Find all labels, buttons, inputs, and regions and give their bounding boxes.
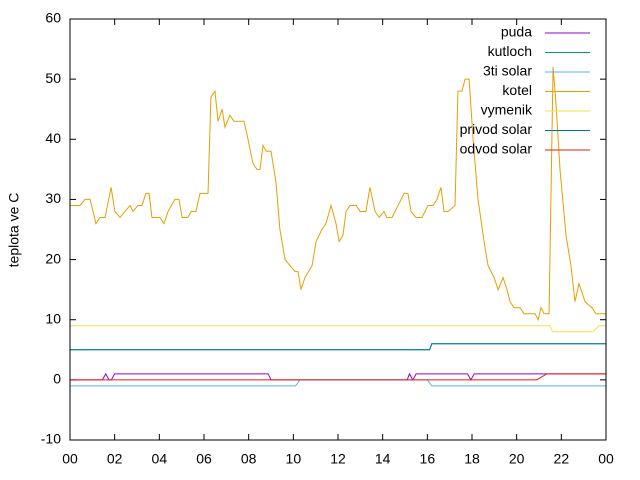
x-tick-label: 10 [286,451,302,467]
series-line [70,325,606,333]
x-tick-label: 00 [62,451,78,467]
y-tick-label: 10 [45,310,61,326]
legend-label: privod solar [460,121,533,137]
x-tick-label: 20 [509,451,525,467]
series-line [70,343,606,351]
legend-label: puda [501,24,532,40]
y-axis-label: teplota ve C [6,193,22,268]
legend-label: kotel [502,82,532,98]
x-tick-label: 06 [196,451,212,467]
legend-label: kutloch [488,43,532,59]
y-tick-label: 0 [53,371,61,387]
x-tick-label: 04 [152,451,168,467]
x-tick-label: 14 [375,451,391,467]
series-line [70,67,606,322]
y-tick-label: 20 [45,250,61,266]
x-tick-label: 16 [420,451,436,467]
x-tick-label: 22 [554,451,570,467]
series-line [70,373,606,381]
x-tick-label: 00 [598,451,614,467]
legend-label: 3ti solar [483,63,532,79]
y-tick-label: 30 [45,190,61,206]
plot-border [69,18,607,441]
x-tick-label: 18 [464,451,480,467]
legend-label: odvod solar [460,141,533,157]
legend-label: vymenik [481,102,533,118]
y-tick-label: 60 [45,10,61,26]
x-tick-label: 02 [107,451,123,467]
series-line [70,379,606,387]
x-tick-label: 08 [241,451,257,467]
y-tick-label: 50 [45,70,61,86]
series-line [70,343,606,351]
series-line [70,372,606,381]
x-tick-label: 12 [330,451,346,467]
y-tick-label: -10 [41,431,61,447]
y-tick-label: 40 [45,130,61,146]
